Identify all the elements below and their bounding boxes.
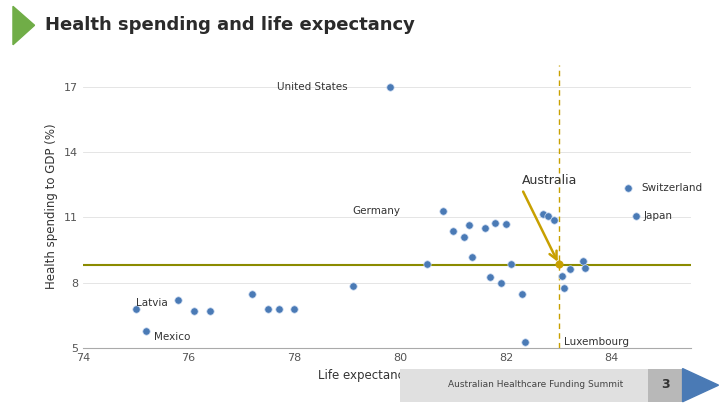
Bar (400, 369, 680, 402)
Point (140, 328, 152, 334)
Point (130, 306, 141, 312)
Text: Latvia: Latvia (135, 298, 168, 307)
Point (347, 283, 359, 290)
Point (543, 213, 554, 220)
Point (315, 356, 327, 362)
Point (556, 273, 567, 279)
Point (421, 261, 433, 268)
Polygon shape (683, 369, 719, 402)
Text: United States: United States (276, 82, 347, 92)
Point (577, 258, 588, 264)
Point (519, 339, 531, 345)
Point (479, 225, 490, 232)
Point (553, 261, 564, 268)
Point (262, 306, 274, 312)
Point (458, 234, 469, 240)
Bar (648, 369, 683, 402)
Text: Switzerland: Switzerland (641, 183, 702, 193)
Text: Germany: Germany (352, 206, 400, 216)
Point (246, 290, 258, 297)
Point (537, 211, 549, 217)
Text: Health spending and life expectancy: Health spending and life expectancy (45, 16, 415, 34)
Point (516, 290, 528, 297)
Point (384, 83, 395, 90)
Point (559, 285, 570, 292)
Point (485, 274, 496, 281)
Text: Luxembourg: Luxembourg (564, 337, 629, 347)
Point (505, 261, 517, 268)
Point (564, 265, 575, 272)
Point (289, 306, 300, 312)
Point (437, 208, 449, 214)
Point (188, 308, 199, 314)
Point (495, 279, 506, 286)
Point (172, 297, 184, 304)
Point (204, 308, 215, 314)
Point (273, 306, 284, 312)
Text: Australian Healthcare Funding Summit: Australian Healthcare Funding Summit (448, 380, 623, 389)
Point (447, 227, 459, 234)
Point (490, 220, 501, 226)
Point (500, 221, 512, 227)
Point (463, 222, 474, 228)
Polygon shape (13, 6, 35, 45)
Text: 3: 3 (661, 378, 670, 391)
Text: Mexico: Mexico (154, 333, 191, 342)
Point (622, 185, 634, 191)
X-axis label: Life expectancy (years): Life expectancy (years) (318, 369, 456, 382)
Point (466, 254, 477, 260)
Text: Japan: Japan (644, 211, 672, 222)
Point (630, 213, 642, 220)
Y-axis label: Health spending to GDP (%): Health spending to GDP (%) (45, 124, 58, 289)
Text: Australia: Australia (522, 174, 577, 187)
Point (580, 264, 591, 271)
Point (548, 216, 559, 223)
